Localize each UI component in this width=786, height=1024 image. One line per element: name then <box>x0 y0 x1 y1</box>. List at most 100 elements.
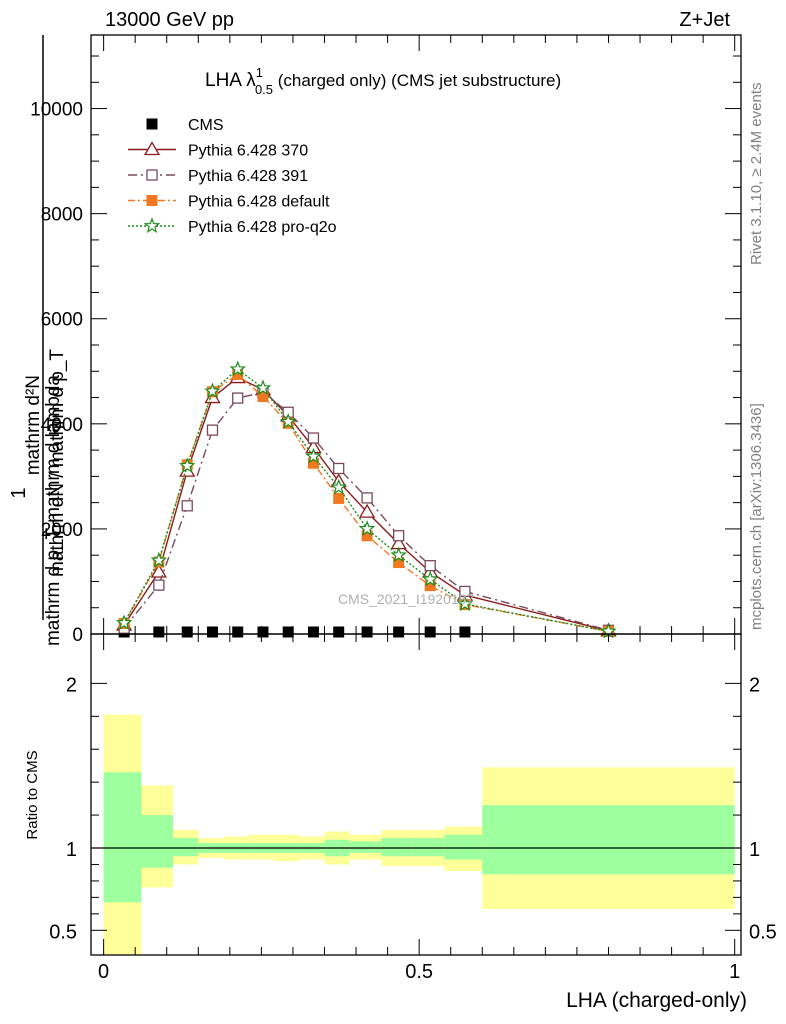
plot-title: LHA λ1 0.5 (charged only) (CMS jet substr… <box>205 65 561 97</box>
stat-uncertainty-band <box>381 838 413 857</box>
data-point <box>307 626 319 638</box>
data-point <box>307 432 320 444</box>
data-point <box>232 626 244 638</box>
data-point <box>358 503 376 518</box>
series-4 <box>115 360 617 639</box>
series-line <box>123 368 609 633</box>
header-process: Z+Jet <box>679 9 730 31</box>
data-point <box>390 546 407 563</box>
legend-marker <box>146 118 158 130</box>
data-point <box>305 447 322 464</box>
legend-entry-0: CMS <box>146 117 224 134</box>
data-point <box>254 379 272 396</box>
y-tick-label: 2000 <box>41 520 83 541</box>
stat-uncertainty-band <box>141 815 174 868</box>
y-tick-label: 4000 <box>41 415 83 436</box>
data-point <box>358 520 376 536</box>
data-point <box>232 392 244 404</box>
data-point <box>282 626 294 638</box>
stat-uncertainty-band <box>103 772 142 903</box>
data-point <box>229 360 247 377</box>
ratio-y-tick-label: 0.5 <box>49 921 77 943</box>
data-point <box>153 626 165 638</box>
data-point <box>179 457 196 473</box>
data-point <box>115 614 133 630</box>
legend-entry-3: Pythia 6.428 default <box>128 194 330 211</box>
data-point <box>333 462 345 475</box>
legend: CMS Pythia 6.428 370 Pythia 6.428 391 Pythi… <box>128 117 337 236</box>
data-point <box>361 626 373 638</box>
series-0 <box>118 626 471 638</box>
ratio-y-tick-label-right: 2 <box>749 674 760 696</box>
stat-uncertainty-band <box>349 841 382 853</box>
stat-uncertainty-band <box>444 834 483 860</box>
legend-label: CMS <box>188 117 224 134</box>
data-point <box>150 551 168 568</box>
data-point <box>424 560 436 572</box>
data-point <box>361 492 373 504</box>
ratio-y-tick-label: 2 <box>66 674 77 696</box>
plot-title-main: LHA λ <box>205 70 256 91</box>
ratio-ticks: 0.5 0.5 1 1 2 2 0 0.5 1 <box>49 634 777 983</box>
ratio-y-tick-label-right: 1 <box>749 839 760 861</box>
data-point <box>459 626 471 638</box>
data-point <box>333 492 345 504</box>
plot-title-sub: 0.5 <box>255 82 273 97</box>
data-point <box>456 595 474 612</box>
data-point <box>206 424 219 436</box>
legend-entry-4: Pythia 6.428 pro-q2o <box>128 217 337 236</box>
plot-title-rest: (charged only) (CMS jet substructure) <box>273 71 561 90</box>
rivet-version-text: Rivet 3.1.10, ≥ 2.4M events <box>748 83 765 266</box>
legend-entry-2: Pythia 6.428 391 <box>128 168 308 185</box>
legend-label: Pythia 6.428 default <box>188 194 330 211</box>
legend-label: Pythia 6.428 370 <box>188 143 308 160</box>
ratio-y-tick-label: 1 <box>66 839 77 861</box>
plot-title-sup: 1 <box>256 65 263 80</box>
data-point <box>279 413 297 429</box>
y-tick-label: 10000 <box>30 100 83 121</box>
ylabel-numerator-den: mathrm d p_T mathrm d lambda <box>43 375 64 646</box>
data-point <box>393 626 405 638</box>
data-point <box>392 530 405 542</box>
header-energy: 13000 GeV pp <box>105 9 234 31</box>
data-point <box>330 478 348 495</box>
data-point <box>206 626 218 638</box>
data-point <box>181 500 193 512</box>
legend-entry-1: Pythia 6.428 370 <box>128 141 308 160</box>
data-point <box>421 570 439 587</box>
main-ticks: 0 2000 4000 6000 8000 10000 <box>30 35 741 646</box>
main-ylabel: mathrm d²N mathrm d p_T mathrm d lambda … <box>8 35 68 646</box>
ylabel-one: 1 <box>8 487 30 498</box>
y-tick-label: 6000 <box>41 310 83 331</box>
y-tick-label: 0 <box>72 625 83 646</box>
data-point <box>204 382 221 399</box>
y-tick-label: 8000 <box>41 205 83 226</box>
x-tick-label: 1 <box>729 961 740 983</box>
mcplots-credit-text: mcplots.cern.ch [arXiv:1306.3436] <box>748 403 765 630</box>
x-tick-label: 0 <box>98 961 109 983</box>
data-point <box>257 626 269 638</box>
data-point <box>153 579 165 591</box>
x-tick-label: 0.5 <box>405 961 433 983</box>
stat-uncertainty-band <box>173 838 199 857</box>
data-point <box>424 626 436 638</box>
ratio-ylabel: Ratio to CMS <box>24 750 41 839</box>
legend-marker <box>146 169 158 181</box>
legend-marker <box>146 195 158 206</box>
x-axis-label: LHA (charged-only) <box>566 989 747 1012</box>
main-series-layer <box>115 360 617 639</box>
legend-marker <box>143 217 161 234</box>
stat-uncertainty-band <box>412 838 445 857</box>
stat-uncertainty-band <box>482 805 735 875</box>
legend-label: Pythia 6.428 391 <box>188 168 308 185</box>
analysis-watermark: CMS_2021_I1920187 <box>338 591 474 607</box>
ratio-frame <box>90 633 742 956</box>
ylabel-numerator: mathrm d²N <box>23 375 44 475</box>
legend-marker <box>143 141 161 156</box>
legend-label: Pythia 6.428 pro-q2o <box>188 219 337 236</box>
data-point <box>181 626 193 638</box>
data-point <box>150 563 167 578</box>
ratio-panel: 0.5 0.5 1 1 2 2 0 0.5 1 Ratio to CMS LHA (charge… <box>24 633 777 1012</box>
ratio-y-tick-label-right: 0.5 <box>749 921 777 943</box>
